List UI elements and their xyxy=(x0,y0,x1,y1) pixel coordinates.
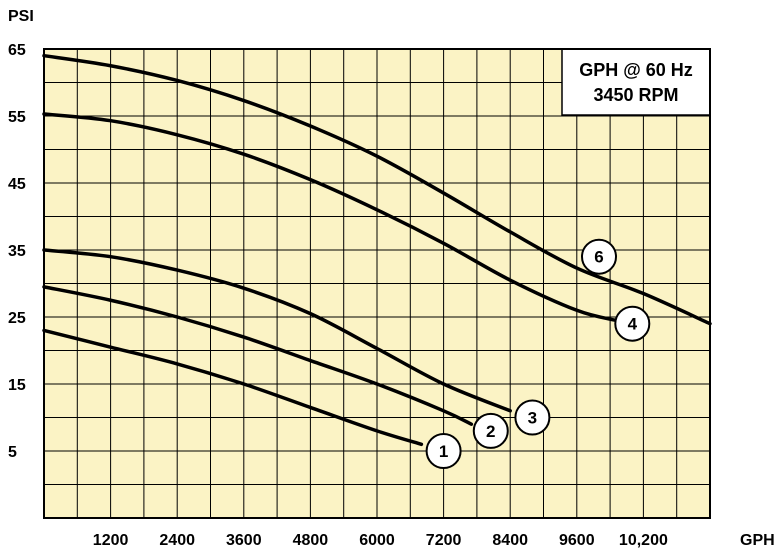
curve-4 xyxy=(42,112,618,323)
curve-6 xyxy=(42,53,712,326)
curve-label-text: 3 xyxy=(528,409,537,428)
curve-labels: 1 2 3 4 6 xyxy=(425,238,651,469)
grid xyxy=(44,49,710,518)
curve-label-text: 2 xyxy=(486,422,495,441)
curve-2 xyxy=(42,285,474,426)
curve-3 xyxy=(42,248,512,413)
y-tick-label: 25 xyxy=(8,310,26,327)
x-tick-labels: 1200 2400 3600 4800 6000 7200 8400 9600 10,200 xyxy=(93,532,668,549)
curve-label-circle xyxy=(472,412,509,449)
x-axis-unit-label: GPH xyxy=(740,532,775,549)
plot-frame xyxy=(43,48,711,519)
x-tick-label: 2400 xyxy=(159,532,195,549)
curve-label-2: 2 xyxy=(472,412,509,449)
y-tick-label: 15 xyxy=(8,377,26,394)
curve-label-text: 4 xyxy=(628,315,638,334)
x-tick-label: 6000 xyxy=(359,532,395,549)
curve-label-circle xyxy=(581,238,617,275)
x-tick-label: 10,200 xyxy=(619,532,668,549)
curve-label-circle xyxy=(425,433,462,469)
x-tick-label: 9600 xyxy=(559,532,595,549)
curve-label-6: 6 xyxy=(581,238,617,275)
curve-label-text: 6 xyxy=(594,248,603,267)
y-tick-label: 35 xyxy=(8,243,26,260)
x-tick-label: 8400 xyxy=(492,532,528,549)
y-tick-label: 65 xyxy=(8,42,26,59)
x-tick-label: 1200 xyxy=(93,532,129,549)
x-tick-label: 7200 xyxy=(426,532,462,549)
y-tick-label: 55 xyxy=(8,109,26,126)
legend-box-frame xyxy=(561,48,711,116)
legend-line-2: 3450 RPM xyxy=(593,85,678,105)
curves xyxy=(42,53,712,447)
x-tick-label: 4800 xyxy=(293,532,329,549)
y-tick-label: 45 xyxy=(8,176,26,193)
curve-label-circle xyxy=(614,305,651,342)
y-axis-unit-label: PSI xyxy=(8,8,34,25)
curve-label-1: 1 xyxy=(425,433,462,469)
x-tick-label: 3600 xyxy=(226,532,262,549)
curve-label-4: 4 xyxy=(614,305,651,342)
curve-label-text: 1 xyxy=(439,442,448,461)
curve-label-3: 3 xyxy=(514,399,551,436)
legend-line-1: GPH @ 60 Hz xyxy=(579,60,693,80)
curve-label-circle xyxy=(514,399,551,436)
legend-box: GPH @ 60 Hz 3450 RPM xyxy=(561,48,711,116)
y-tick-labels: 65 55 45 35 25 15 5 xyxy=(8,42,26,461)
curve-1 xyxy=(42,328,424,447)
y-tick-label: 5 xyxy=(8,444,17,461)
